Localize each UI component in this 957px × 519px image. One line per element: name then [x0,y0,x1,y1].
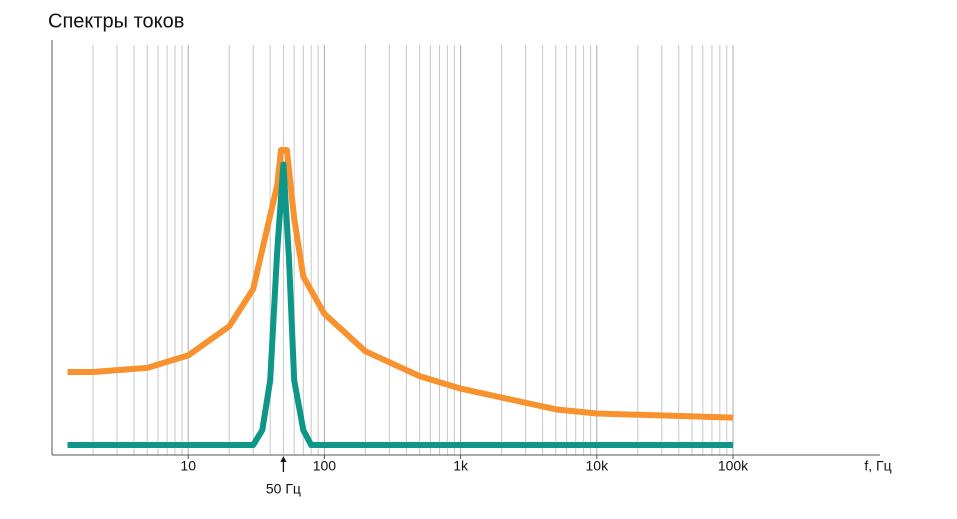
series-line [67,161,734,449]
x-axis-label: f, Гц [864,458,891,474]
x-tick-label: 10 [180,458,196,474]
chart-title: Спектры токов [48,10,184,32]
x-tick-label: 1k [453,458,469,474]
annotation-arrowhead [280,456,287,462]
x-tick-label: 100 [313,458,337,474]
x-tick-label: 100k [718,458,749,474]
x-tick-label: 10k [586,458,610,474]
series-line [67,146,734,421]
annotation-label: 50 Гц [266,481,301,497]
